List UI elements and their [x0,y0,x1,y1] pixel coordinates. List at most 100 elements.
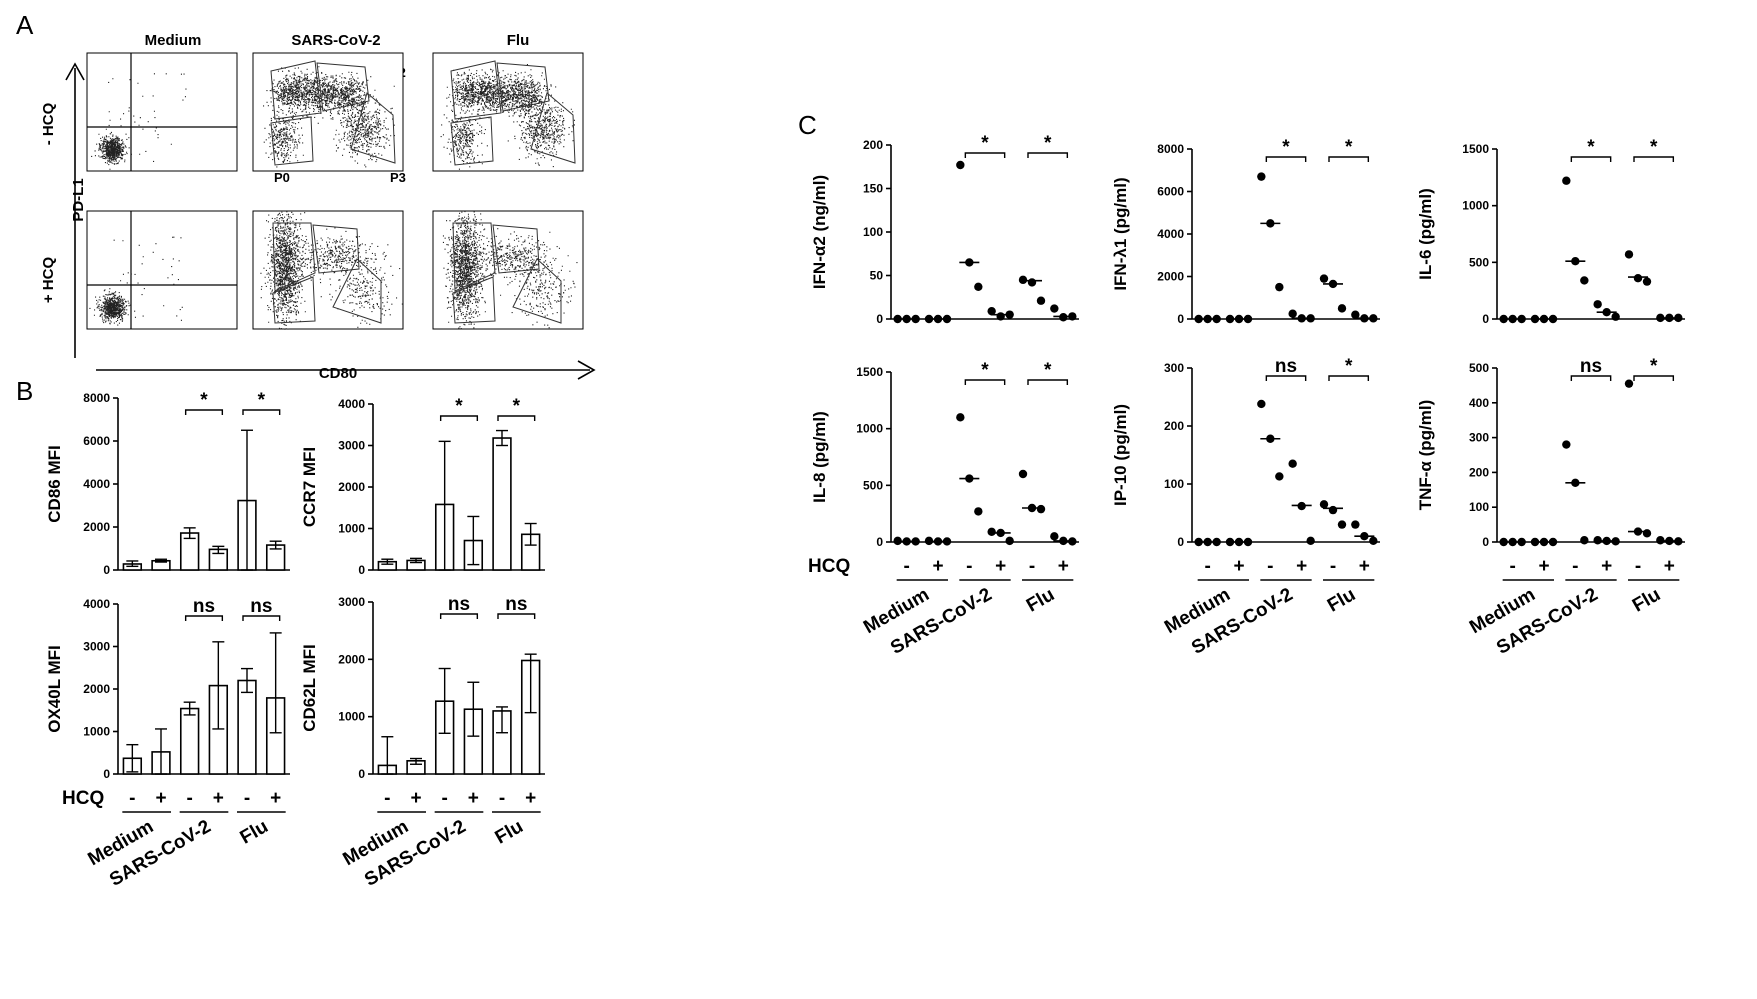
gate-polygon-2 [512,258,562,324]
data-point [1036,296,1046,305]
chart-ifna2: 0 50 100 150 200 IFN-α2 (ng/ml) * * [810,133,1079,326]
y-tick-label: 0 [358,767,365,781]
hcq-sign: - [1205,556,1211,577]
significance-bracket [1633,156,1675,162]
significance-bracket [497,415,536,421]
data-point [1306,536,1315,546]
flow-col-header-medium: Medium [145,32,202,49]
flow-plot-0-1 [86,210,238,330]
flow-plot-frame [432,52,584,172]
hcq-sign: - [1510,556,1516,577]
hcq-sign: - [384,788,390,809]
y-tick-label: 2000 [83,520,110,534]
flow-plot-0-0 [86,52,238,172]
y-tick-label: 0 [103,563,110,577]
flow-x-axis-label: CD80 [319,365,357,382]
hcq-sign: + [1296,556,1307,577]
hcq-sign: - [1635,556,1641,577]
significance-label: * [1587,137,1595,158]
hcq-sign: + [1664,556,1675,577]
y-tick-label: 0 [876,535,883,549]
y-tick-label: 3000 [338,439,365,453]
hcq-sign: - [187,788,193,809]
significance-label: * [1044,360,1052,381]
chart-ccr7: 0 1000 2000 3000 4000 CCR7 MFI * * [300,396,545,577]
gate-polygon-0 [272,222,316,292]
y-axis-label: IFN-α2 (ng/ml) [810,175,829,289]
y-tick-label: 1000 [856,422,883,436]
data-point [1328,505,1338,515]
y-tick-label: 2000 [1157,270,1184,284]
data-point [1642,277,1652,286]
significance-bracket [1027,152,1069,158]
gate-polygon-1 [312,224,360,274]
data-point [1642,529,1652,538]
significance-label: * [200,390,208,411]
data-point [1275,282,1284,292]
y-tick-label: 0 [1482,535,1489,549]
significance-label: ns [505,594,527,615]
y-axis-label: IL-8 (pg/ml) [810,411,829,503]
gate-polygon-1 [492,224,540,274]
y-tick-label: 8000 [1157,142,1184,156]
y-tick-label: 1000 [338,710,365,724]
significance-bracket [242,409,281,415]
gate-polygon-3 [450,116,494,166]
y-tick-label: 1000 [1462,199,1489,213]
hcq-sign: - [499,788,505,809]
data-point [1059,313,1068,322]
gate-polygon-0 [452,222,496,292]
flow-col-header-flu: Flu [507,32,530,49]
data-point [1005,536,1014,546]
y-tick-label: 500 [1469,361,1489,375]
group-label: Flu [1324,584,1359,616]
bar [237,679,257,775]
y-tick-label: 3000 [83,640,110,654]
y-tick-label: 500 [1469,255,1489,269]
bar [179,707,200,775]
y-tick-label: 200 [863,138,883,152]
significance-label: * [455,396,463,417]
data-point [956,413,965,422]
significance-label: * [1345,356,1353,377]
hcq-sign: - [1572,556,1578,577]
data-point [1275,472,1284,481]
significance-bracket [497,613,536,619]
significance-label: * [1282,137,1290,158]
flow-events [260,211,403,330]
data-point [987,527,996,536]
flow-y-arrow [65,62,85,358]
hcq-label: HCQ [62,788,104,809]
group-label: Flu [237,816,272,848]
data-point [1050,532,1059,541]
y-tick-label: 1500 [1462,142,1489,156]
data-point [996,312,1005,321]
significance-bracket [184,615,224,621]
data-point [987,306,996,316]
gate-polygon-3 [270,116,314,166]
y-tick-label: 3000 [338,595,365,609]
hcq-sign: + [410,788,421,809]
flow-plot-1-0 [252,52,404,172]
significance-bracket [964,379,1006,385]
y-axis-label: TNF-α (pg/ml) [1416,400,1435,511]
data-point [1580,536,1589,545]
data-point [1633,274,1643,283]
gate-label-p3: P3 [390,170,406,185]
data-point [1288,459,1297,468]
y-tick-label: 100 [1164,477,1184,491]
significance-label: ns [193,596,215,617]
significance-bracket [1265,156,1307,162]
hcq-sign: + [1538,556,1549,577]
flow-plot-frame [252,210,404,330]
chart-il6: 0 500 1000 1500 IL-6 (pg/ml) * * [1416,137,1685,326]
data-point [1288,309,1297,318]
data-point [1593,300,1602,309]
hcq-label: HCQ [808,556,850,577]
data-point [1050,304,1059,313]
y-axis-label: OX40L MFI [45,645,64,733]
group-label: Flu [1023,584,1058,616]
